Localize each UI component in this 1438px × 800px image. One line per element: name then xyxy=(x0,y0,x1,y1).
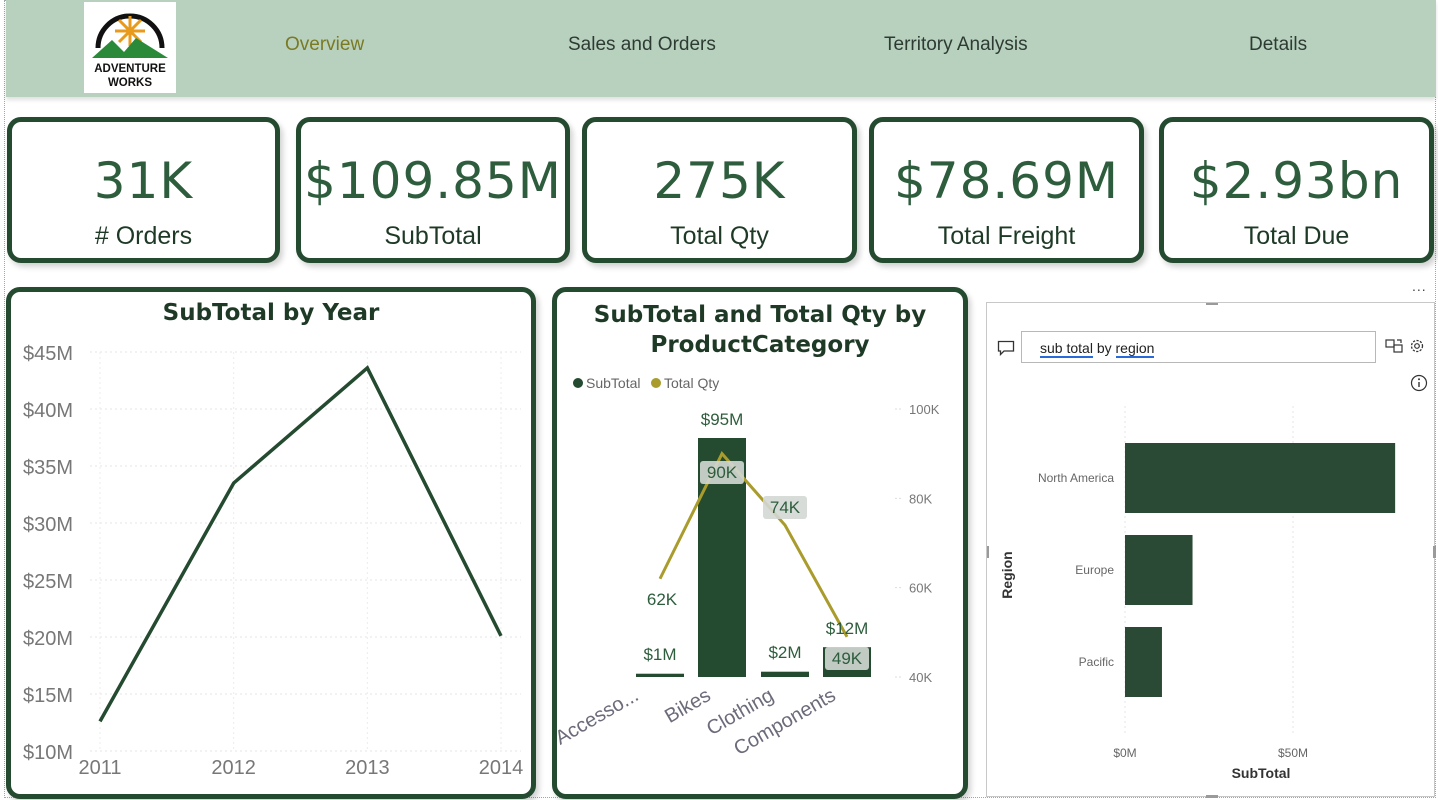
subtotal-data-label: $2M xyxy=(768,643,801,662)
subtotal-by-region-chart: North America Europe Pacific $0M $50M SubTota… xyxy=(999,406,1396,781)
category-axis-label: Accesso... xyxy=(557,684,643,749)
y2-tick-label: 60K xyxy=(909,581,932,596)
subtotal-bar xyxy=(636,673,684,677)
kpi-card-subtotal[interactable]: $109.85M SubTotal xyxy=(296,117,570,263)
kpi-value: 275K xyxy=(653,152,786,210)
kpi-label: Total Due xyxy=(1243,222,1350,250)
y-tick-label: $30M xyxy=(23,514,73,536)
region-bar xyxy=(1125,535,1193,605)
total-qty-data-label: 74K xyxy=(770,498,801,517)
kpi-label: Total Freight xyxy=(937,222,1076,250)
region-bar xyxy=(1125,627,1162,697)
total-qty-line xyxy=(658,450,849,638)
y-axis-title: Region xyxy=(999,551,1015,598)
x-tick-label: $50M xyxy=(1278,746,1308,760)
logo-graphic: ADVENTURE WORKS xyxy=(92,13,168,89)
chart-title: SubTotal by Year xyxy=(162,300,380,326)
region-label: Europe xyxy=(1075,563,1114,577)
x-tick-label: 2013 xyxy=(345,757,390,779)
y-tick-label: $15M xyxy=(23,685,73,707)
y-tick-label: $35M xyxy=(23,457,73,479)
subtotal-qty-by-category-card[interactable]: SubTotal and Total Qty by ProductCategor… xyxy=(552,287,968,799)
y2-tick-label: 100K xyxy=(909,402,940,417)
y-tick-label: $25M xyxy=(23,571,73,593)
kpi-value: 31K xyxy=(93,152,194,210)
nav-sales-and-orders[interactable]: Sales and Orders xyxy=(568,34,716,55)
qa-selection-handles xyxy=(987,303,1436,798)
subtotal-qty-combo-chart: SubTotal Total Qty 40K 60K 80K 100K $1M $95M $2M… xyxy=(557,375,940,760)
total-qty-data-label: 62K xyxy=(647,590,678,609)
qty-label-background xyxy=(763,496,807,519)
nav-overview[interactable]: Overview xyxy=(285,34,365,55)
x-tick-label: $0M xyxy=(1113,746,1136,760)
region-label: Pacific xyxy=(1079,655,1114,669)
nav-territory-analysis[interactable]: Territory Analysis xyxy=(884,34,1028,55)
subtotal-data-label: $12M xyxy=(826,619,869,638)
more-options-button[interactable]: ... xyxy=(1412,278,1427,294)
y-tick-label: $40M xyxy=(23,400,73,422)
kpi-value: $2.93bn xyxy=(1189,152,1404,210)
legend-total-qty-marker xyxy=(651,378,661,388)
qa-visual[interactable]: sub total by region North America Europe P… xyxy=(986,302,1436,798)
kpi-card-total-qty[interactable]: 275K Total Qty xyxy=(582,117,857,263)
legend-subtotal-label: SubTotal xyxy=(586,375,640,391)
gear-icon[interactable] xyxy=(1408,337,1426,359)
total-qty-data-label: 90K xyxy=(707,463,738,482)
qa-term-by: by xyxy=(1092,340,1116,356)
y-tick-label: $45M xyxy=(23,343,73,365)
adventure-works-logo: ADVENTURE WORKS xyxy=(84,2,176,93)
qa-term-subtotal: sub total xyxy=(1040,340,1093,358)
kpi-value: $78.69M xyxy=(893,152,1120,210)
kpi-card-orders[interactable]: 31K # Orders xyxy=(7,117,280,263)
convert-to-visual-icon[interactable] xyxy=(1385,338,1403,358)
total-qty-data-label: 49K xyxy=(832,649,863,668)
qty-label-background xyxy=(700,461,744,484)
kpi-value: $109.85M xyxy=(304,152,562,210)
subtotal-bar xyxy=(761,671,809,677)
x-tick-label: 2011 xyxy=(78,757,121,779)
y-tick-label: $10M xyxy=(23,742,73,764)
chat-icon[interactable] xyxy=(997,340,1015,360)
legend-total-qty-label: Total Qty xyxy=(664,375,719,391)
x-tick-label: 2012 xyxy=(211,757,256,779)
y2-tick-label: 80K xyxy=(909,491,932,506)
subtotal-by-year-card[interactable]: SubTotal by Year $10M $15M $20M $25M $30M $35… xyxy=(6,287,536,799)
logo-text-works: WORKS xyxy=(108,77,152,89)
kpi-card-total-due[interactable]: $2.93bn Total Due xyxy=(1159,117,1434,263)
top-navigation-bar: ADVENTURE WORKS Overview Sales and Order… xyxy=(6,0,1436,97)
x-tick-label: 2014 xyxy=(479,757,524,779)
legend-subtotal-marker xyxy=(573,378,583,388)
x-axis-title: SubTotal xyxy=(1232,765,1291,781)
kpi-card-total-freight[interactable]: $78.69M Total Freight xyxy=(869,117,1144,263)
logo-text-adventure: ADVENTURE xyxy=(94,63,166,75)
kpi-label: SubTotal xyxy=(384,222,482,250)
y2-tick-label: 40K xyxy=(909,670,932,685)
y-tick-label: $20M xyxy=(23,628,73,650)
info-icon[interactable] xyxy=(1410,374,1428,396)
qa-term-region: region xyxy=(1115,340,1155,358)
qty-label-background xyxy=(825,647,869,670)
subtotal-line xyxy=(98,365,503,723)
subtotal-data-label: $95M xyxy=(701,410,744,429)
chart-title: SubTotal and Total Qty by ProductCategor… xyxy=(593,302,927,358)
nav-details[interactable]: Details xyxy=(1249,34,1308,55)
subtotal-by-year-chart: $10M $15M $20M $25M $30M $35M $40M $45M 2011 2012… xyxy=(23,343,524,779)
qa-question-input[interactable]: sub total by region xyxy=(1021,331,1376,363)
region-bar xyxy=(1125,443,1396,513)
region-label: North America xyxy=(1038,471,1114,485)
kpi-label: Total Qty xyxy=(670,222,769,250)
subtotal-data-label: $1M xyxy=(643,645,676,664)
kpi-label: # Orders xyxy=(94,222,193,250)
